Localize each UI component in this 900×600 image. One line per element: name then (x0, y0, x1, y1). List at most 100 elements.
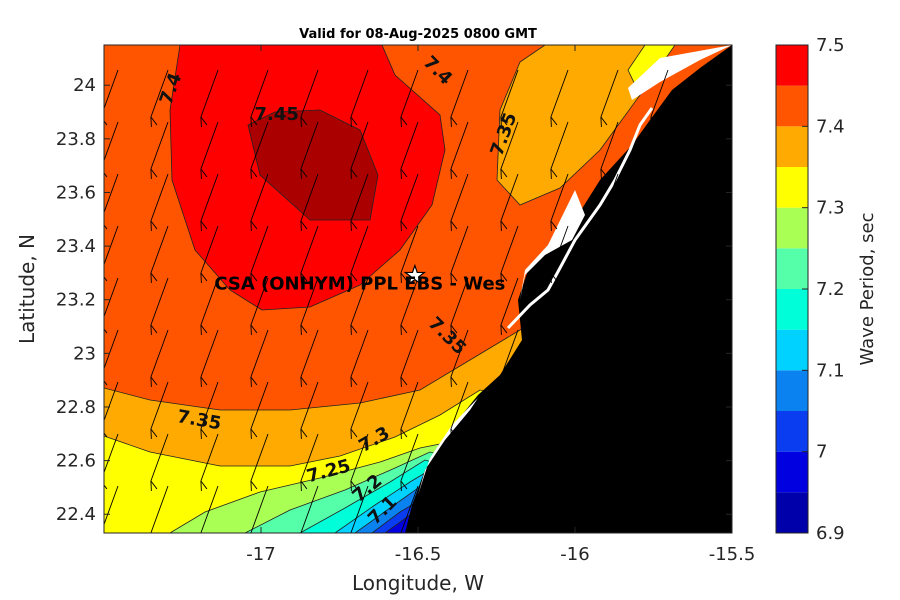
wave-arrow-head (300, 324, 308, 334)
wave-arrow (700, 485, 719, 533)
wave-arrow-head (350, 220, 358, 230)
wave-arrow (350, 121, 369, 170)
wave-arrow (250, 433, 269, 482)
wave-arrow-head (200, 168, 208, 178)
wave-arrow (500, 485, 519, 533)
wave-arrow-head (400, 480, 408, 490)
wave-arrow (700, 121, 719, 170)
wave-arrow-head (400, 428, 408, 438)
wave-arrow-head (700, 428, 708, 438)
wave-arrow-head (550, 376, 558, 386)
wave-arrow-head (250, 272, 258, 282)
location-marker: CSA (ONHYM) PPL EBS - Wes (214, 263, 505, 295)
wave-arrow-head (450, 116, 458, 126)
wave-arrow (600, 173, 619, 222)
wave-arrow-head (104, 224, 108, 230)
wave-arrow-head (450, 376, 458, 386)
location-label: CSA (ONHYM) PPL EBS - Wes (214, 274, 505, 295)
wave-arrow-head (700, 168, 708, 178)
colorbar-tick-label: 7.3 (816, 198, 845, 219)
colorbar-swatch (776, 85, 808, 127)
wave-arrow (250, 69, 269, 118)
wave-arrow (550, 225, 569, 274)
wave-arrow-head (500, 220, 508, 230)
wave-arrow (250, 277, 269, 326)
wave-arrow-head (400, 376, 408, 386)
wave-arrow (300, 485, 319, 533)
x-axis: -17 -16.5 -16 -15.5 (246, 45, 755, 565)
wave-arrow (104, 277, 119, 318)
wave-arrow-head (300, 116, 308, 126)
y-tick-label: 22.4 (56, 504, 96, 525)
wave-arrow (450, 329, 469, 378)
colorbar-tick-label: 6.9 (816, 523, 845, 544)
wave-arrow-head (650, 376, 658, 386)
x-tick-label: -17 (246, 544, 275, 565)
wave-arrow (104, 173, 119, 214)
wave-arrow-head (200, 116, 208, 126)
wave-arrow (104, 69, 119, 110)
wave-arrow-head (550, 428, 558, 438)
wave-arrow-head (350, 168, 358, 178)
wave-arrow-head (700, 532, 702, 533)
wave-arrow-head (200, 324, 208, 334)
wave-arrow-head (150, 272, 158, 282)
colorbar-swatch (776, 248, 808, 289)
colorbar-swatch (776, 45, 808, 86)
wave-arrow (200, 225, 219, 274)
wave-arrow (350, 433, 369, 482)
wave-arrow (600, 329, 619, 378)
wave-arrow-head (700, 324, 708, 334)
wave-arrow (400, 225, 419, 274)
wave-arrow-head (200, 376, 208, 386)
wave-arrow-head (650, 480, 658, 490)
wave-arrow-head (300, 376, 308, 386)
wave-arrow-head (104, 276, 108, 282)
wave-arrow (450, 277, 469, 326)
wave-arrow-head (600, 168, 608, 178)
wave-arrow-head (700, 480, 708, 490)
wave-arrow (500, 277, 519, 326)
wave-arrow (300, 329, 319, 378)
coastal-strip-2 (520, 190, 585, 300)
x-tick-label: -15.5 (709, 544, 756, 565)
wave-arrow-head (101, 533, 107, 541)
y-tick-label: 23.8 (56, 129, 96, 150)
y-tick-label: 23.6 (56, 182, 96, 203)
wave-arrow-head (700, 376, 708, 386)
wave-arrow-head (150, 376, 158, 386)
x-tick-label: -16 (560, 544, 589, 565)
wave-arrow (200, 433, 219, 482)
wave-arrow-head (650, 324, 658, 334)
wave-arrow-head (500, 428, 508, 438)
wave-arrow-head (650, 220, 658, 230)
wave-arrow-head (300, 168, 308, 178)
wave-arrow (650, 173, 669, 222)
wave-arrow-head (200, 428, 208, 438)
wave-arrow (550, 433, 569, 482)
wave-arrow (104, 225, 119, 266)
colorbar-swatch (776, 411, 808, 452)
wave-arrow (200, 485, 219, 533)
wave-arrow (650, 277, 669, 326)
wave-arrow (300, 225, 319, 274)
wave-arrow (700, 69, 719, 118)
wave-arrow (250, 225, 269, 274)
wave-arrow (700, 433, 719, 482)
colorbar-tick-label: 7.5 (816, 35, 845, 56)
wave-arrow-head (600, 116, 608, 126)
wave-arrow (200, 69, 219, 118)
wave-arrow-head (500, 168, 508, 178)
wave-arrow (350, 329, 369, 378)
wave-arrow (300, 381, 319, 430)
wave-arrow (150, 277, 169, 326)
colorbar-tick-label: 7.1 (816, 360, 845, 381)
x-tick-label: -16.5 (395, 544, 442, 565)
wave-arrow-head (104, 380, 108, 386)
wave-arrow-head (200, 220, 208, 230)
chart-title: Valid for 08-Aug-2025 0800 GMT (299, 27, 537, 42)
wave-arrow-head (150, 220, 158, 230)
wave-arrow (400, 329, 419, 378)
wave-arrow (450, 433, 469, 482)
wave-arrow-head (150, 168, 158, 178)
